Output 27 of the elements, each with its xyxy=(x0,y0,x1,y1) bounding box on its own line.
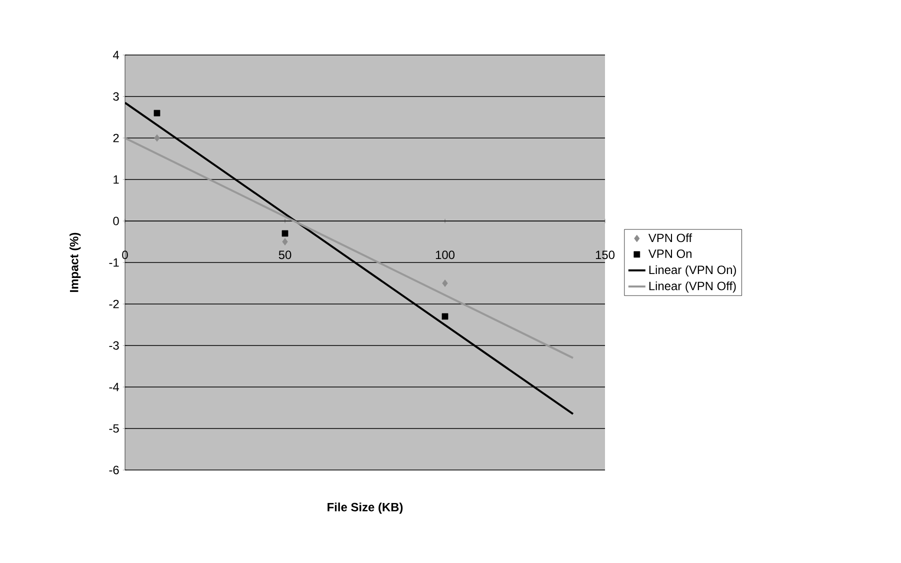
y-tick-label: -1 xyxy=(109,258,119,267)
legend-label: Linear (VPN On) xyxy=(649,265,736,276)
y-tick-label: 3 xyxy=(113,92,119,101)
point xyxy=(442,280,448,287)
legend-label: Linear (VPN Off) xyxy=(649,281,736,293)
x-axis-title: File Size (KB) xyxy=(328,502,403,514)
x-tick-label: 0 xyxy=(122,250,128,260)
y-tick-label: 2 xyxy=(113,134,119,142)
y-tick-label: 0 xyxy=(113,216,119,226)
x-tick-label: 150 xyxy=(596,250,615,260)
y-tick-label: -4 xyxy=(109,382,120,392)
y-tick-label: -6 xyxy=(109,466,119,474)
x-tick-label: 100 xyxy=(436,250,455,260)
point xyxy=(154,134,160,142)
x-tick-label: 50 xyxy=(278,250,292,260)
y-axis-title: Impact (%) xyxy=(70,232,81,292)
point xyxy=(154,110,160,116)
point xyxy=(442,313,448,320)
point xyxy=(282,230,288,237)
point xyxy=(282,238,288,246)
y-tick-label: -5 xyxy=(109,424,119,433)
y-tick-label: 4 xyxy=(112,50,120,60)
legend-label: VPN Off xyxy=(648,233,692,242)
legend-label: VPN On xyxy=(648,250,692,258)
y-tick-label: -3 xyxy=(109,341,119,350)
y-tick-label: 1 xyxy=(114,175,119,184)
y-tick-label: -2 xyxy=(109,300,119,308)
